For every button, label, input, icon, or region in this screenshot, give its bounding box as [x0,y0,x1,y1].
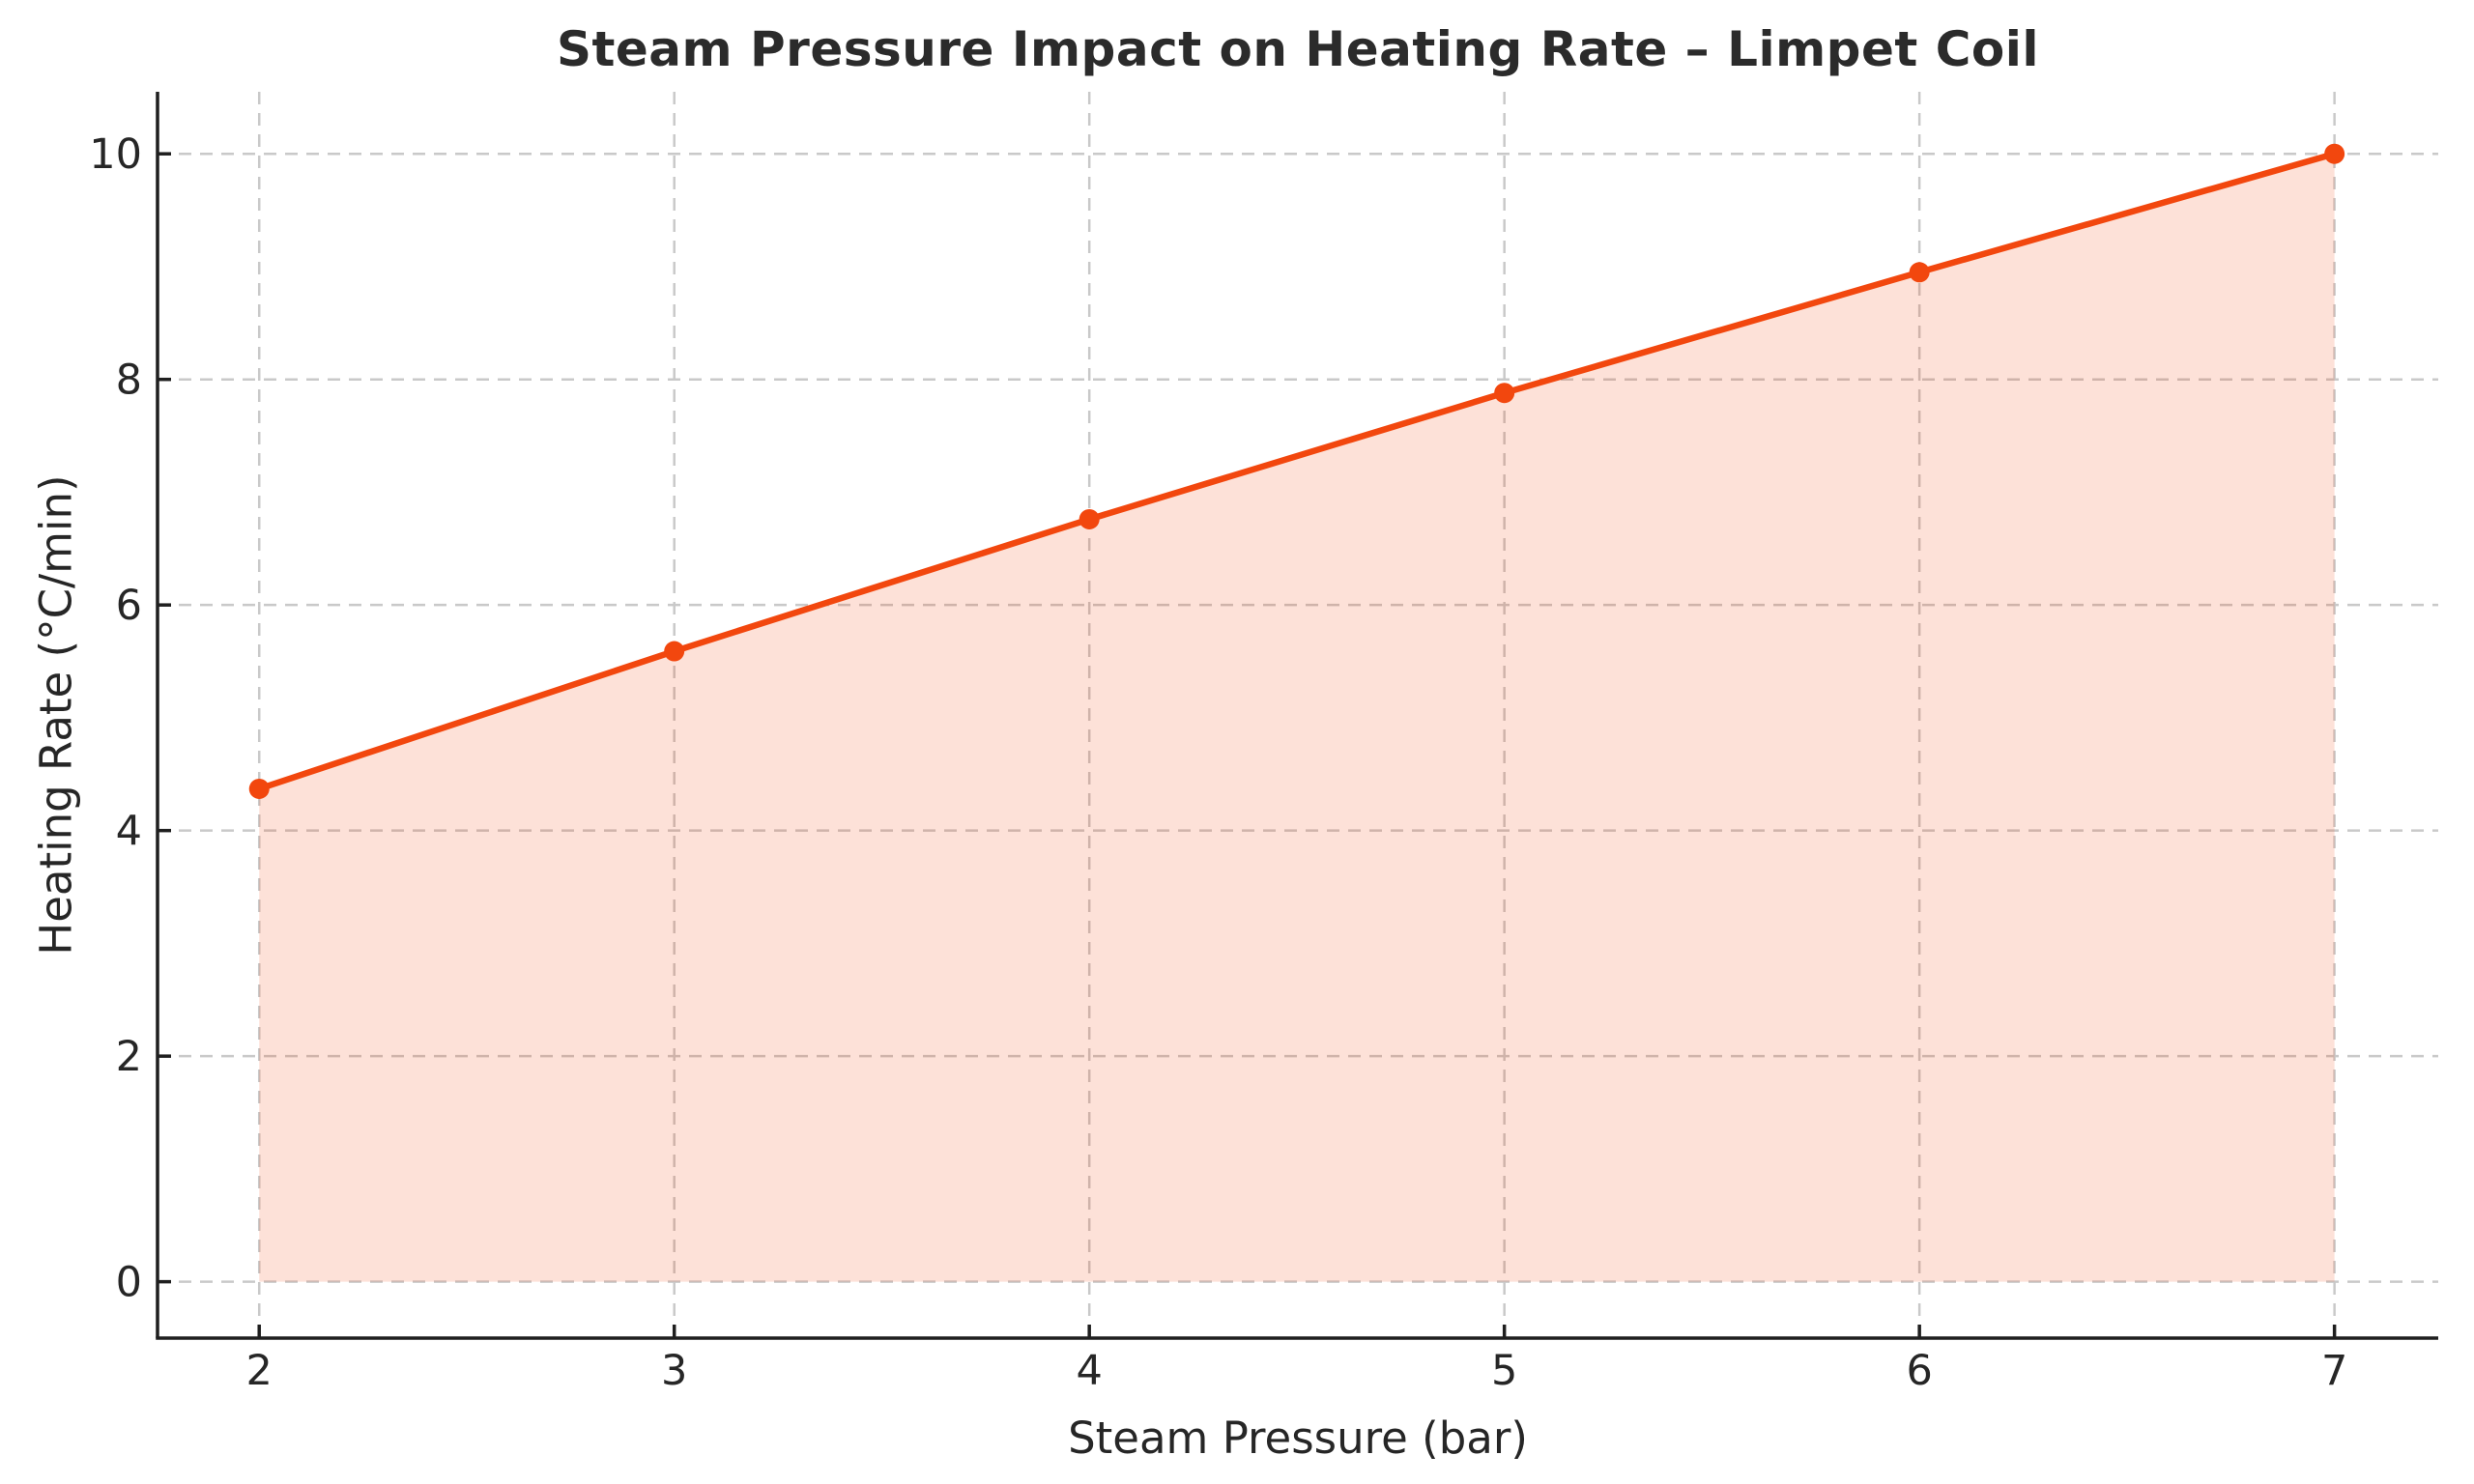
data-point-marker [1079,508,1100,529]
chart-title: Steam Pressure Impact on Heating Rate – … [556,21,2040,77]
data-point-marker [1494,383,1515,404]
x-tick-label: 2 [246,1347,273,1395]
data-point-marker [2324,143,2345,164]
x-tick-label: 3 [661,1347,687,1395]
y-tick-label: 4 [116,808,142,856]
x-tick-label: 7 [2321,1347,2347,1395]
data-point-marker [248,778,270,799]
y-tick-label: 8 [116,357,142,405]
y-axis-label: Heating Rate (°C/min) [30,474,82,956]
x-axis-label: Steam Pressure (bar) [1068,1413,1528,1464]
area-fill [259,154,2335,1282]
data-line [255,150,2338,792]
y-tick-label: 2 [116,1033,142,1081]
data-point-marker [1909,262,1930,283]
y-tick-label: 10 [89,130,142,179]
y-tick-label: 0 [116,1259,142,1307]
y-tick-label: 6 [116,582,142,630]
x-tick-label: 4 [1077,1347,1103,1395]
x-tick-label: 5 [1491,1347,1517,1395]
x-tick-label: 6 [1906,1347,1932,1395]
data-point-marker [664,641,685,662]
